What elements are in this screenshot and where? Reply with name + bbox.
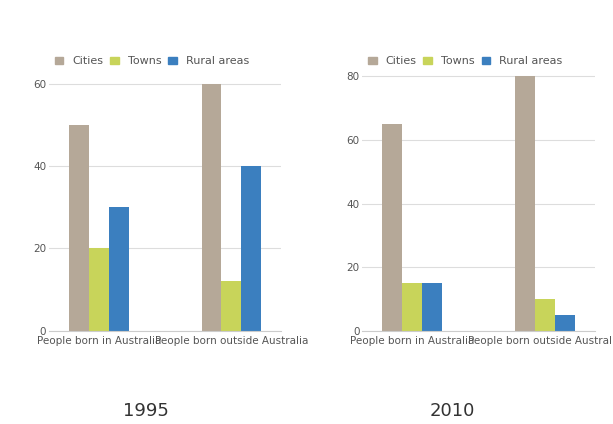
Bar bbox=[202, 84, 221, 331]
Bar bbox=[89, 248, 109, 331]
Bar bbox=[242, 166, 261, 331]
Legend: Cities, Towns, Rural areas: Cities, Towns, Rural areas bbox=[368, 56, 563, 67]
Text: 1995: 1995 bbox=[123, 402, 169, 420]
Bar bbox=[221, 282, 242, 331]
Bar bbox=[402, 283, 422, 331]
Text: 2010: 2010 bbox=[430, 402, 475, 420]
Bar bbox=[535, 299, 555, 331]
Bar bbox=[383, 124, 402, 331]
Legend: Cities, Towns, Rural areas: Cities, Towns, Rural areas bbox=[55, 56, 249, 67]
Bar bbox=[515, 76, 535, 331]
Bar bbox=[109, 207, 129, 331]
Bar bbox=[422, 283, 442, 331]
Bar bbox=[555, 315, 575, 331]
Bar bbox=[69, 125, 89, 331]
